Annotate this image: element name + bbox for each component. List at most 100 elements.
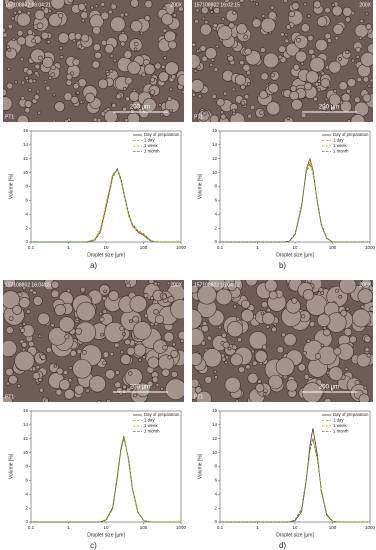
droplet [115,93,122,100]
droplet [345,306,350,311]
droplet [57,32,70,44]
legend-label: 1 day [333,138,344,143]
droplet [3,32,8,38]
droplet [351,308,371,328]
droplet [244,47,252,56]
droplet [65,73,73,81]
x-axis-label: Droplet size [µm] [87,532,125,538]
droplet [286,116,291,120]
droplet [192,53,201,69]
legend-label: 1 day [144,418,155,423]
x-tick-label: 100 [329,525,337,530]
y-tick-label: 16 [212,408,218,413]
legend-label: 1 month [144,429,160,434]
droplet [288,10,295,18]
droplet [72,82,80,90]
droplet [104,321,126,343]
droplet [309,57,325,73]
legend-label: 1 month [333,429,349,434]
droplet [101,296,107,301]
droplet [264,280,278,292]
droplet [322,101,327,106]
droplet [224,360,228,365]
droplet [354,96,361,103]
droplet [8,316,14,321]
x-tick-label: 1 [67,245,70,250]
y-tick-label: 8 [214,184,217,189]
droplet [161,13,174,26]
micrograph: 157108802 16:04:12 200X 200 µm PT1 [192,280,373,402]
droplet [232,304,237,309]
droplet [124,12,129,17]
droplet [365,23,373,30]
y-tick-label: 10 [212,170,218,175]
droplet [161,294,167,300]
droplet [192,92,196,97]
droplet [7,47,12,52]
droplet [297,363,306,372]
droplet [302,289,315,301]
y-tick-label: 14 [212,422,218,427]
y-tick-label: 2 [214,505,217,510]
droplet [236,337,242,343]
droplet [265,324,270,329]
droplet [105,369,116,380]
droplet [218,325,222,330]
legend-label: 1 day [333,418,344,423]
series-line [220,158,370,243]
droplet [3,96,13,111]
droplet [106,398,111,402]
droplet [242,63,251,72]
droplet [158,103,162,107]
droplet [268,82,279,94]
droplet [114,381,122,389]
droplet [161,368,170,377]
droplet [358,393,370,402]
droplet [268,374,283,390]
droplet [358,36,363,41]
droplet [130,0,139,8]
droplet [285,42,300,57]
droplet [240,101,246,106]
x-tick-label: 100 [140,245,148,250]
droplet [268,290,278,300]
droplet [281,332,286,338]
droplets [3,0,184,122]
droplet [314,353,322,360]
droplet [307,34,314,42]
droplet [98,311,103,316]
droplet [200,6,209,15]
droplet [122,384,127,390]
droplet [259,90,268,99]
droplet [219,110,224,115]
droplet [59,46,63,50]
droplet [119,325,125,331]
droplet [192,378,200,388]
droplet [181,90,184,94]
droplet [212,22,218,28]
droplet [163,331,175,343]
y-tick-label: 12 [212,156,218,161]
droplet [100,332,104,337]
y-tick-label: 0 [214,239,217,244]
droplet [128,371,133,376]
droplet [14,80,18,84]
droplet [27,29,34,36]
y-tick-label: 16 [212,128,218,133]
droplet [64,334,70,340]
droplet [306,280,312,283]
droplet [16,114,29,122]
droplet [26,309,31,314]
droplet [125,282,131,289]
droplet [295,50,307,63]
droplet [43,80,48,84]
droplet [58,316,75,333]
droplet [128,91,140,102]
droplet [307,14,311,18]
droplet [224,376,241,393]
droplet [221,357,227,362]
droplet [37,312,50,326]
x-tick-label: 1 [256,525,259,530]
droplet [37,334,42,339]
droplet [139,31,144,36]
